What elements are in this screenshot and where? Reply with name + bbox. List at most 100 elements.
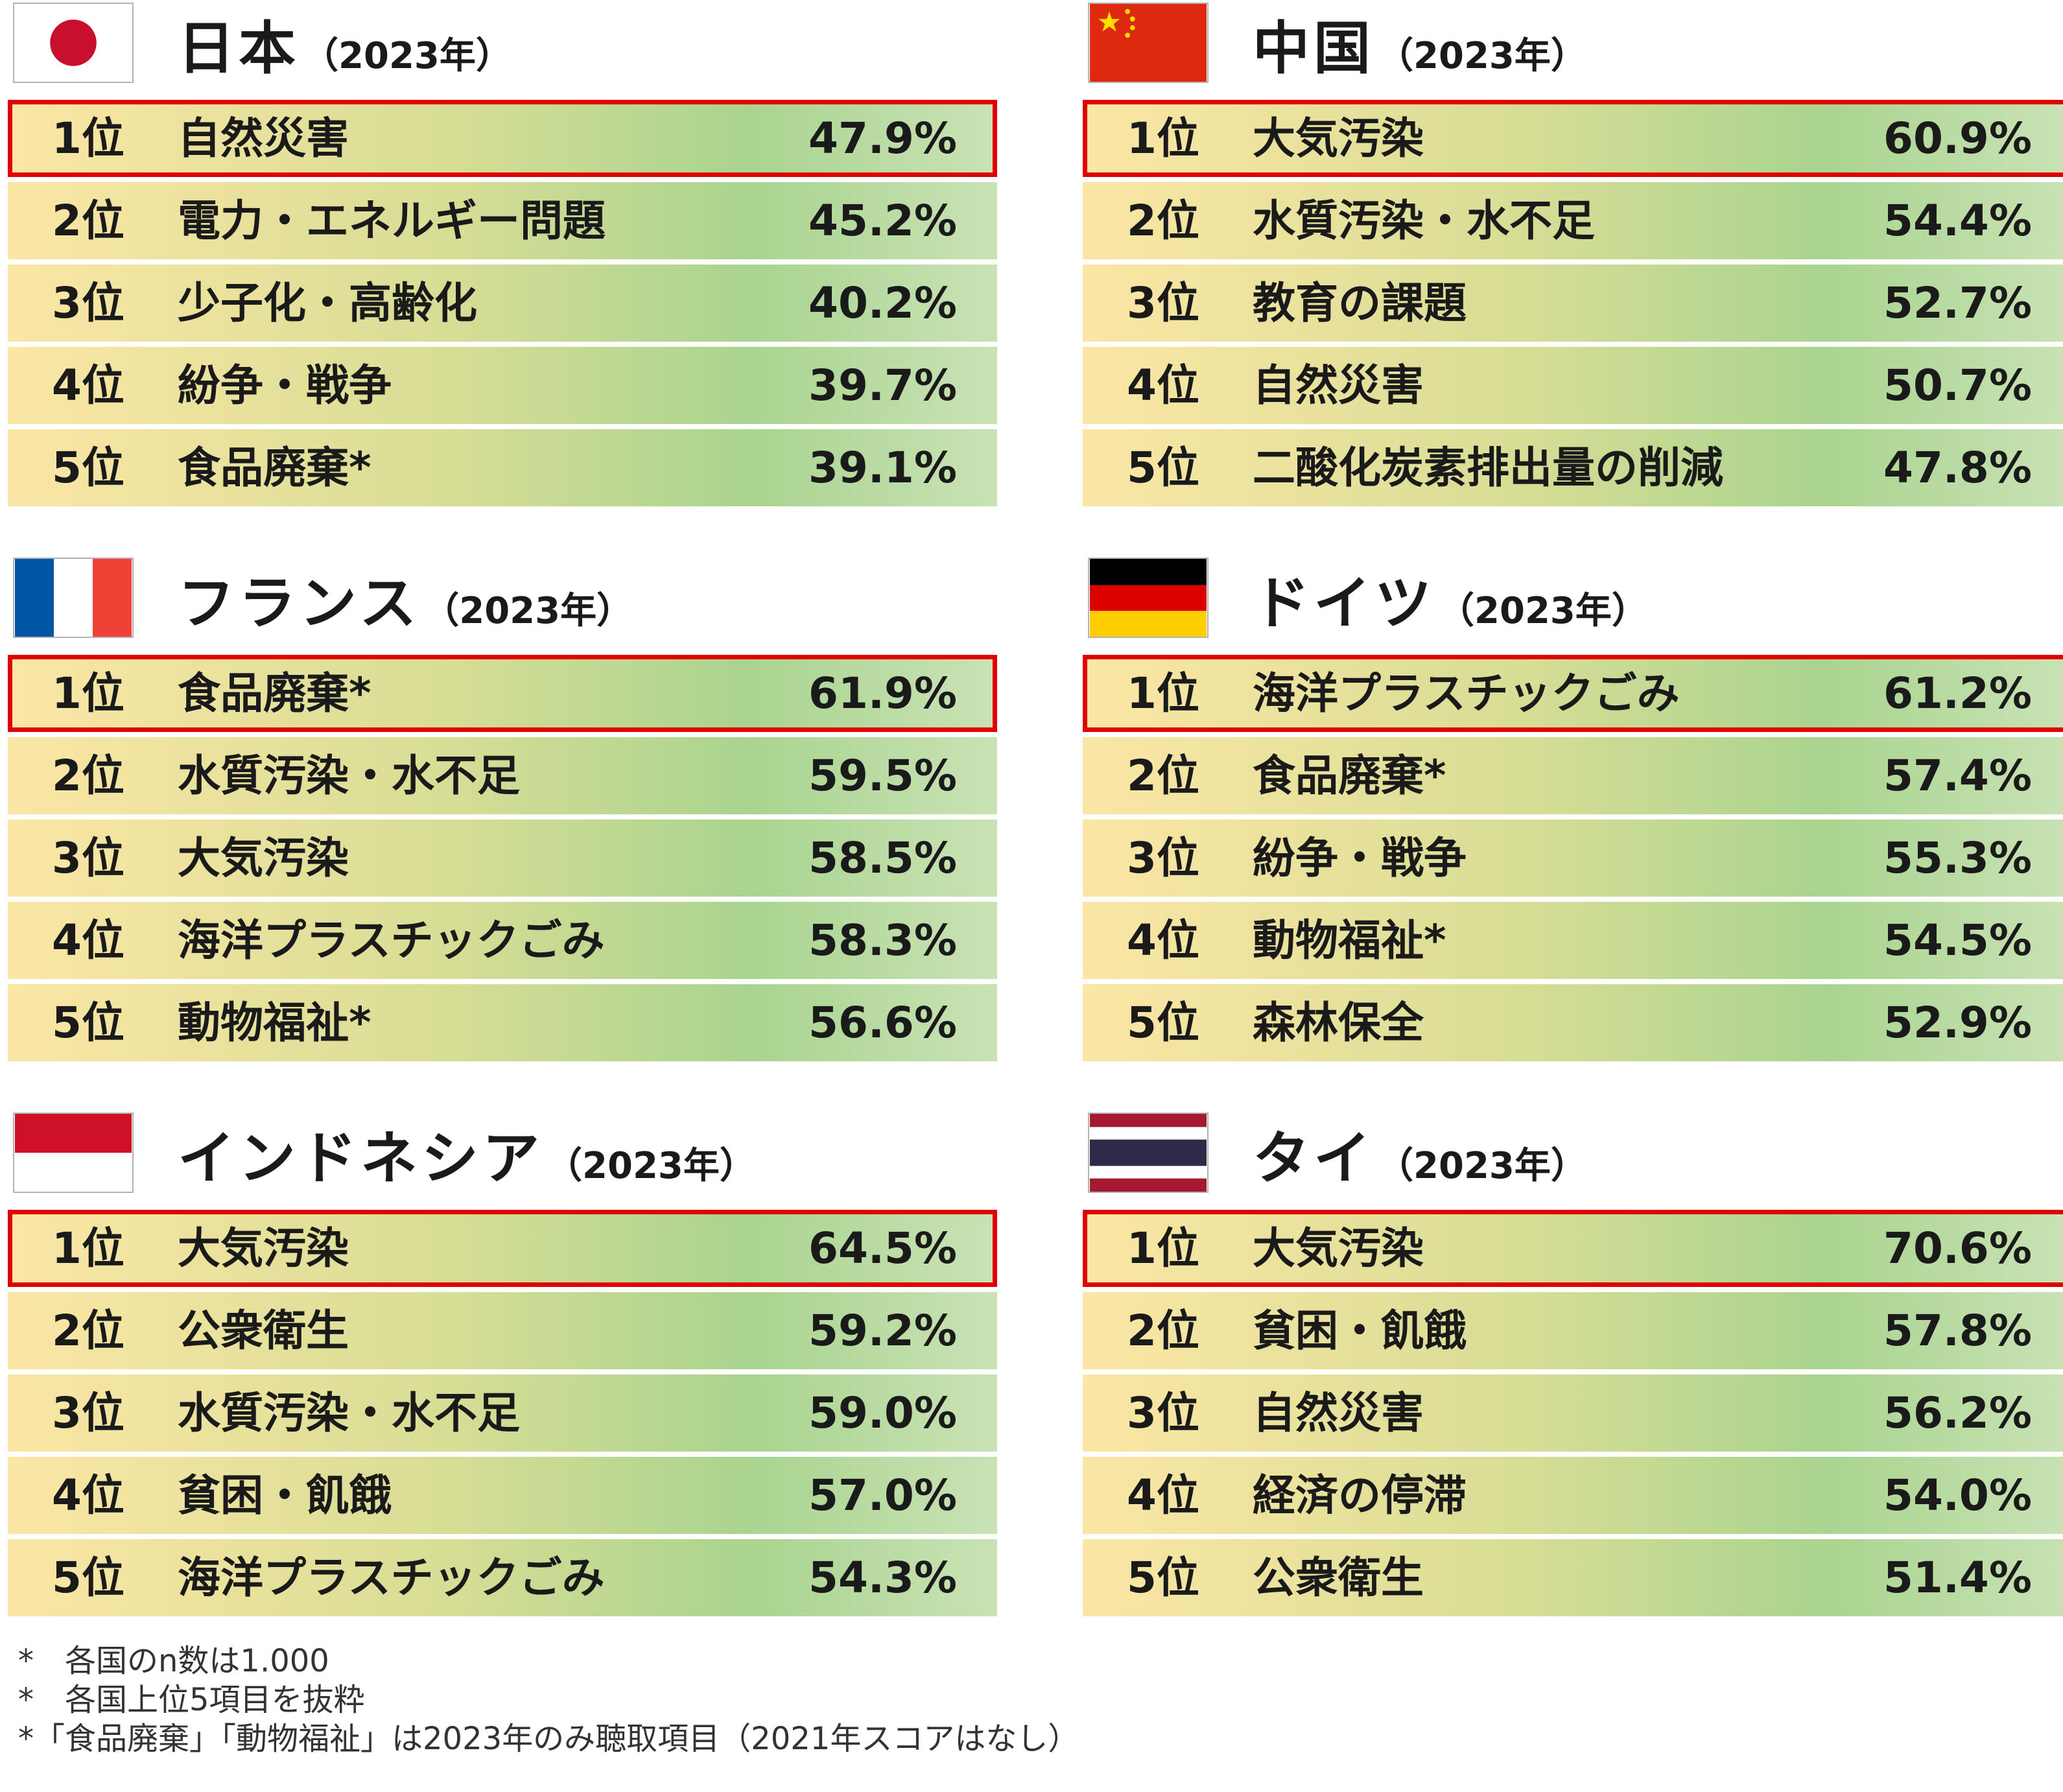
issue-label: 大気汚染 <box>1253 1223 1424 1273</box>
rank-label: 3位 <box>52 833 124 883</box>
issue-label: 動物福祉* <box>178 998 371 1048</box>
panel-title: 日本（2023年） <box>178 0 512 88</box>
percentage-value: 56.2% <box>1883 1388 2032 1438</box>
issue-label: 紛争・戦争 <box>178 360 392 410</box>
rank-label: 5位 <box>52 443 124 493</box>
rank-label: 3位 <box>1127 833 1199 883</box>
rank-label: 3位 <box>1127 278 1199 328</box>
issue-label: 食品廃棄* <box>1253 751 1446 801</box>
issue-label: 貧困・飢餓 <box>1253 1306 1467 1356</box>
ranking-row: 4位 動物福祉* 54.5% <box>1083 902 2063 979</box>
issue-label: 海洋プラスチックごみ <box>178 1553 605 1603</box>
rank-label: 1位 <box>1127 1223 1199 1273</box>
rank-label: 5位 <box>1127 1553 1199 1603</box>
issue-label: 公衆衛生 <box>178 1306 349 1356</box>
footnote: * 各国のn数は1.000 <box>18 1643 329 1679</box>
percentage-value: 61.2% <box>1883 668 2032 718</box>
percentage-value: 39.7% <box>808 360 957 410</box>
survey-year: （2023年） <box>1377 1145 1587 1187</box>
percentage-value: 55.3% <box>1883 833 2032 883</box>
percentage-value: 59.5% <box>808 751 957 801</box>
rank-label: 4位 <box>1127 1470 1199 1520</box>
issue-label: 教育の課題 <box>1253 278 1467 328</box>
rank-label: 1位 <box>1127 668 1199 718</box>
percentage-value: 51.4% <box>1883 1553 2032 1603</box>
percentage-value: 54.5% <box>1883 915 2032 965</box>
rank-label: 2位 <box>1127 196 1199 246</box>
rank-label: 1位 <box>1127 113 1199 163</box>
ranking-row: 1位 海洋プラスチックごみ 61.2% <box>1083 655 2063 732</box>
footnotes: * 各国のn数は1.000 * 各国上位5項目を抜粋 *「食品廃棄」「動物福祉」… <box>18 1642 1079 1758</box>
issue-label: 大気汚染 <box>178 1223 349 1273</box>
percentage-value: 52.7% <box>1883 278 2032 328</box>
issue-label: 大気汚染 <box>178 833 349 883</box>
ranking-row: 2位 貧困・飢餓 57.8% <box>1083 1292 2063 1369</box>
ranking-row: 1位 食品廃棄* 61.9% <box>8 655 997 732</box>
issue-label: 少子化・高齢化 <box>178 278 477 328</box>
ranking-row: 2位 食品廃棄* 57.4% <box>1083 737 2063 814</box>
footnote: *「食品廃棄」「動物福祉」は2023年のみ聴取項目（2021年スコアはなし） <box>18 1721 1079 1757</box>
panel-title: 中国（2023年） <box>1253 0 1587 88</box>
rank-label: 1位 <box>52 1223 124 1273</box>
percentage-value: 40.2% <box>808 278 957 328</box>
country-name: フランス <box>178 570 421 637</box>
ranking-row: 1位 自然災害 47.9% <box>8 100 997 177</box>
country-name: 日本 <box>178 15 300 82</box>
percentage-value: 54.0% <box>1883 1470 2032 1520</box>
ranking-row: 5位 公衆衛生 51.4% <box>1083 1539 2063 1616</box>
panel-indonesia: インドネシア（2023年） 1位 大気汚染 64.5% 2位 公衆衛生 59.2% 3位… <box>8 1110 997 1616</box>
issue-label: 自然災害 <box>178 113 349 163</box>
panel-header: フランス（2023年） <box>8 555 997 643</box>
ranking-row: 5位 動物福祉* 56.6% <box>8 984 997 1061</box>
rank-label: 1位 <box>52 668 124 718</box>
rank-label: 3位 <box>1127 1388 1199 1438</box>
issue-label: 自然災害 <box>1253 360 1424 410</box>
ranking-row: 4位 海洋プラスチックごみ 58.3% <box>8 902 997 979</box>
panel-header: 中国（2023年） <box>1083 0 2063 88</box>
rank-label: 2位 <box>1127 1306 1199 1356</box>
rank-label: 4位 <box>52 1470 124 1520</box>
france-flag-icon <box>13 558 134 638</box>
issue-label: 電力・エネルギー問題 <box>178 196 606 246</box>
ranking-row: 1位 大気汚染 70.6% <box>1083 1210 2063 1287</box>
rank-label: 5位 <box>52 998 124 1048</box>
thailand-flag-icon <box>1088 1113 1208 1193</box>
country-name: タイ <box>1253 1125 1375 1192</box>
issue-label: 経済の停滞 <box>1253 1470 1467 1520</box>
percentage-value: 60.9% <box>1883 113 2032 163</box>
percentage-value: 54.3% <box>808 1553 957 1603</box>
percentage-value: 47.9% <box>808 113 957 163</box>
panel-title: タイ（2023年） <box>1253 1110 1587 1198</box>
ranking-row: 3位 教育の課題 52.7% <box>1083 265 2063 342</box>
china-flag-icon <box>1088 3 1208 83</box>
rank-label: 1位 <box>52 113 124 163</box>
issue-label: 海洋プラスチックごみ <box>178 915 605 965</box>
percentage-value: 39.1% <box>808 443 957 493</box>
panel-thailand: タイ（2023年） 1位 大気汚染 70.6% 2位 貧困・飢餓 57.8% 3位 自然災… <box>1083 1110 2063 1616</box>
issue-label: 食品廃棄* <box>178 668 371 718</box>
ranking-row: 1位 大気汚染 60.9% <box>1083 100 2063 177</box>
percentage-value: 45.2% <box>808 196 957 246</box>
percentage-value: 54.4% <box>1883 196 2032 246</box>
percentage-value: 57.8% <box>1883 1306 2032 1356</box>
issue-label: 食品廃棄* <box>178 443 371 493</box>
survey-year: （2023年） <box>423 590 633 632</box>
issue-label: 水質汚染・水不足 <box>1253 196 1595 246</box>
rank-label: 4位 <box>1127 915 1199 965</box>
issue-label: 公衆衛生 <box>1253 1553 1424 1603</box>
country-name: ドイツ <box>1253 570 1436 637</box>
ranking-row: 4位 貧困・飢餓 57.0% <box>8 1457 997 1534</box>
panel-header: タイ（2023年） <box>1083 1110 2063 1198</box>
rank-label: 2位 <box>52 751 124 801</box>
panel-japan: 日本（2023年） 1位 自然災害 47.9% 2位 電力・エネルギー問題 45.2% … <box>8 0 997 506</box>
footnote: * 各国上位5項目を抜粋 <box>18 1682 365 1718</box>
rank-label: 4位 <box>1127 360 1199 410</box>
rank-label: 5位 <box>52 1553 124 1603</box>
rank-label: 4位 <box>52 915 124 965</box>
ranking-row: 3位 自然災害 56.2% <box>1083 1374 2063 1452</box>
ranking-row: 5位 森林保全 52.9% <box>1083 984 2063 1061</box>
percentage-value: 61.9% <box>808 668 957 718</box>
percentage-value: 56.6% <box>808 998 957 1048</box>
panel-header: ドイツ（2023年） <box>1083 555 2063 643</box>
panel-germany: ドイツ（2023年） 1位 海洋プラスチックごみ 61.2% 2位 食品廃棄* 57.4… <box>1083 555 2063 1061</box>
